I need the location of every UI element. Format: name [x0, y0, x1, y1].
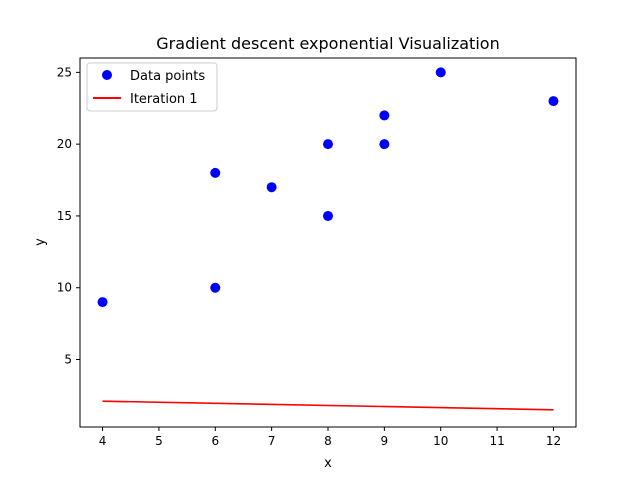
x-tick-label: 8 — [324, 434, 332, 448]
data-point — [379, 139, 390, 150]
data-point — [97, 297, 108, 308]
data-point — [548, 96, 559, 107]
data-point — [435, 67, 446, 78]
y-tick-label: 15 — [57, 209, 72, 223]
data-point — [379, 110, 390, 121]
x-tick-label: 12 — [546, 434, 561, 448]
x-tick-label: 11 — [489, 434, 504, 448]
y-axis-label: y — [33, 238, 48, 246]
x-tick-label: 4 — [99, 434, 107, 448]
plot-area — [79, 57, 577, 428]
data-point — [266, 182, 277, 193]
x-tick-label: 5 — [155, 434, 163, 448]
legend-marker-data-points — [102, 70, 112, 80]
y-tick-label: 5 — [64, 353, 72, 367]
series-layer — [97, 67, 559, 411]
x-tick-label: 10 — [433, 434, 448, 448]
plot-frame — [79, 57, 577, 428]
series-line-iteration-1 — [102, 400, 554, 411]
legend-label-data-points: Data points — [130, 69, 205, 84]
legend-label-iteration-1: Iteration 1 — [130, 92, 198, 107]
y-tick-label: 10 — [57, 281, 72, 295]
x-axis-label: x — [324, 456, 332, 471]
data-point — [323, 139, 333, 150]
data-point — [210, 167, 221, 178]
legend: Data points Iteration 1 — [86, 62, 218, 112]
chart-title: Gradient descent exponential Visualizati… — [156, 34, 499, 53]
x-tick-label: 6 — [211, 434, 219, 448]
y-tick-label: 25 — [57, 65, 72, 79]
y-tick-label: 20 — [57, 137, 72, 151]
x-tick-label: 7 — [268, 434, 276, 448]
data-point — [323, 210, 333, 221]
data-point — [210, 282, 221, 293]
x-axis: 4 5 6 7 8 9 10 11 12 — [99, 427, 561, 448]
x-tick-label: 9 — [381, 434, 389, 448]
y-axis: 5 10 15 20 25 — [57, 65, 80, 367]
